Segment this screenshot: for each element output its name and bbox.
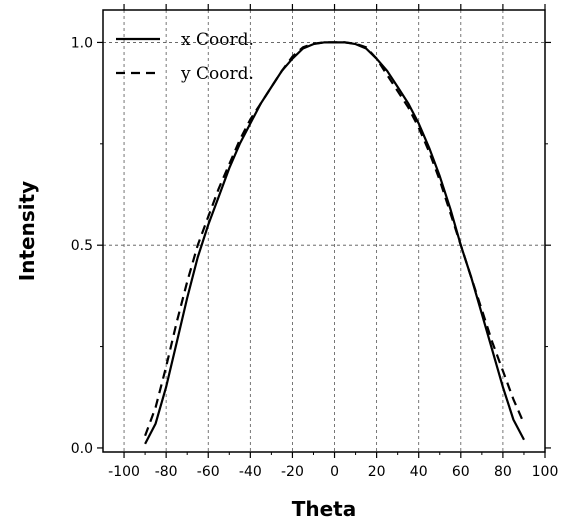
y-tick-label: 0.5 bbox=[71, 238, 93, 254]
x-tick-label: 0 bbox=[330, 464, 339, 480]
grid-lines bbox=[103, 10, 546, 452]
y-axis: 0.0 0.5 1.0 bbox=[71, 35, 551, 457]
series-line-y-coord bbox=[144, 41, 526, 437]
x-tick-label: 80 bbox=[494, 464, 512, 480]
x-axis: -100 -80 -60 -40 -20 0 20 40 60 80 100 bbox=[108, 4, 558, 480]
legend-label-y-coord: y Coord. bbox=[180, 64, 254, 84]
x-tick-label: -20 bbox=[281, 464, 304, 480]
series-group bbox=[144, 41, 526, 445]
x-tick-label: 20 bbox=[368, 464, 386, 480]
y-tick-label: 0.0 bbox=[71, 441, 93, 457]
y-axis-title: Intensity bbox=[15, 181, 39, 281]
x-tick-label: -80 bbox=[155, 464, 178, 480]
x-tick-label: -100 bbox=[108, 464, 140, 480]
x-tick-label: 40 bbox=[410, 464, 428, 480]
legend-label-x-coord: x Coord. bbox=[181, 30, 254, 50]
x-tick-label: 100 bbox=[532, 464, 559, 480]
x-tick-label: -40 bbox=[239, 464, 262, 480]
x-axis-title: Theta bbox=[292, 497, 357, 521]
legend: x Coord. y Coord. bbox=[116, 30, 254, 84]
y-tick-label: 1.0 bbox=[71, 35, 93, 51]
x-tick-label: 60 bbox=[452, 464, 470, 480]
x-tick-label: -60 bbox=[197, 464, 220, 480]
plot-frame bbox=[102, 9, 546, 453]
